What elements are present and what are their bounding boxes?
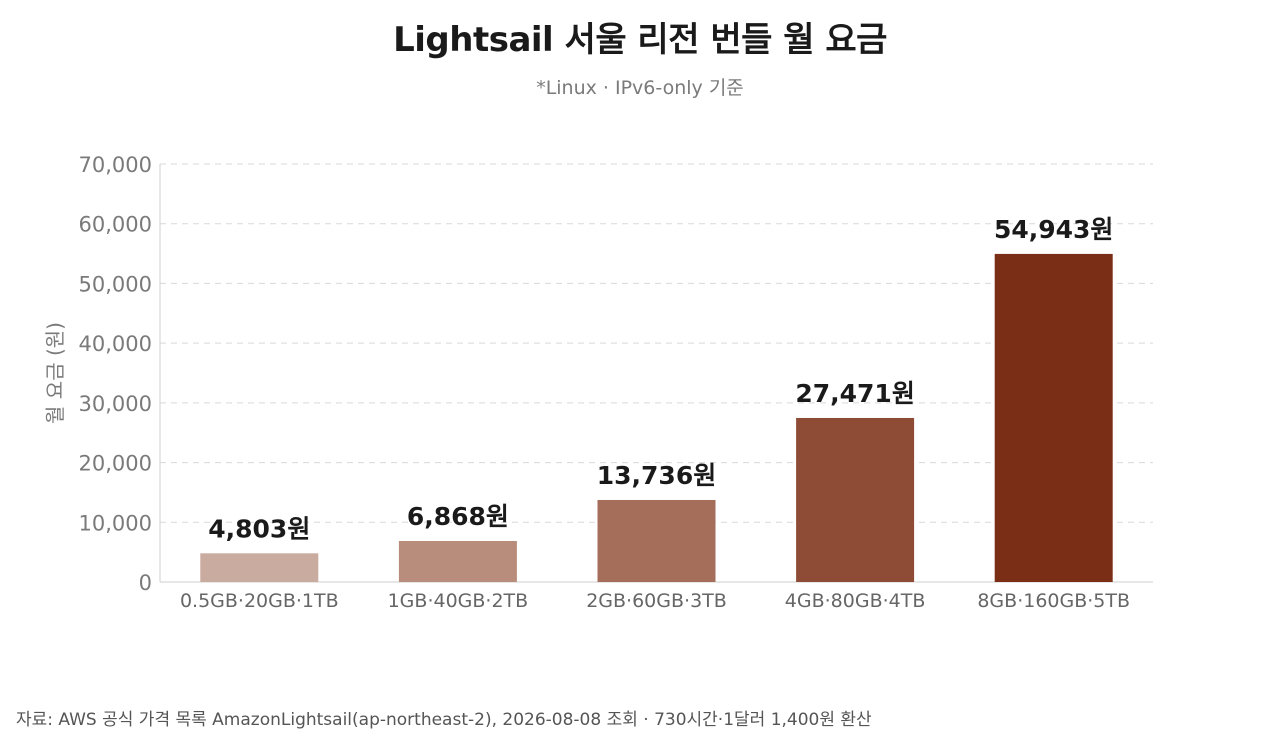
y-tick-label: 50,000	[79, 272, 152, 296]
x-tick-label: 1GB·40GB·2TB	[388, 590, 529, 612]
data-label: 27,471원	[795, 379, 914, 408]
bar	[597, 499, 716, 582]
y-tick-label: 70,000	[79, 153, 152, 177]
y-tick-label: 20,000	[79, 452, 152, 476]
y-tick-label: 30,000	[79, 392, 152, 416]
x-tick-label: 0.5GB·20GB·1TB	[180, 590, 339, 612]
data-label: 54,943원	[994, 215, 1113, 244]
bar-chart: 0 10,000 20,000 30,000 40,000 50,000 60,000 70,…	[43, 153, 1153, 612]
chart-subtitle: *Linux · IPv6-only 기준	[536, 77, 744, 99]
y-tick-label: 60,000	[79, 213, 152, 237]
source-note: 자료: AWS 공식 가격 목록 AmazonLightsail(ap-nort…	[16, 710, 872, 730]
y-tick-label: 40,000	[79, 332, 152, 356]
data-label: 4,803원	[208, 514, 310, 543]
x-tick-label: 2GB·60GB·3TB	[586, 590, 727, 612]
bar	[398, 540, 517, 582]
bar	[200, 553, 319, 582]
data-label: 6,868원	[407, 502, 509, 531]
x-tick-label: 4GB·80GB·4TB	[785, 590, 926, 612]
bar	[796, 417, 915, 582]
bar	[994, 253, 1113, 582]
data-label: 13,736원	[597, 461, 716, 490]
y-tick-label: 10,000	[79, 511, 152, 535]
y-axis-label: 월 요금 (원)	[43, 322, 67, 424]
y-tick-label: 0	[139, 571, 152, 595]
x-tick-label: 8GB·160GB·5TB	[977, 590, 1130, 612]
chart-title: Lightsail 서울 리전 번들 월 요금	[393, 20, 887, 60]
